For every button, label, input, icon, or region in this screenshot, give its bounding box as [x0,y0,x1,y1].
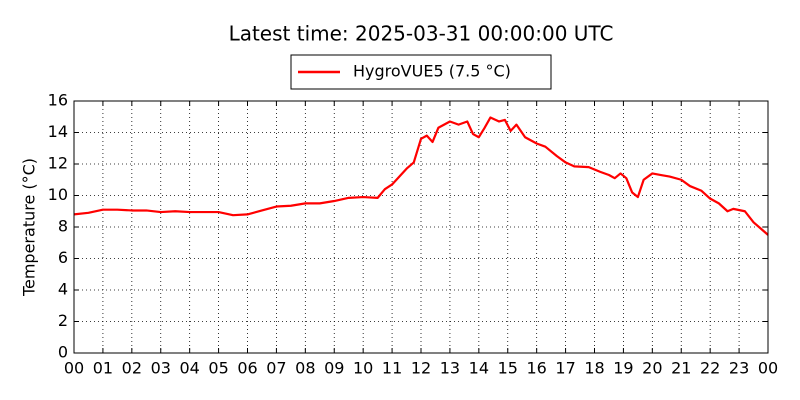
x-tick-label: 06 [237,359,257,378]
x-tick-label: 09 [324,359,344,378]
x-tick-label: 19 [613,359,633,378]
x-tick-label: 18 [584,359,604,378]
x-tick-label: 17 [555,359,575,378]
x-tick-label: 13 [440,359,460,378]
x-tick-label: 10 [353,359,373,378]
x-tick-label: 20 [642,359,662,378]
x-tick-label: 23 [729,359,749,378]
x-tick-label: 11 [382,359,402,378]
plot-frame [73,100,769,354]
y-tick-label: 12 [48,154,68,173]
y-tick-label: 4 [58,280,68,299]
legend-label: HygroVUE5 (7.5 °C) [353,62,511,81]
y-axis-label: Temperature (°C) [20,158,39,297]
y-tick-label: 14 [48,122,68,141]
x-tick-label: 21 [671,359,691,378]
chart-title: Latest time: 2025-03-31 00:00:00 UTC [229,22,614,46]
y-tick-label: 8 [58,217,68,236]
x-tick-label: 07 [266,359,286,378]
data-line [73,116,769,236]
x-tick-label: 03 [151,359,171,378]
x-tick-label: 04 [179,359,199,378]
x-tick-label: 15 [498,359,518,378]
x-tick-label: 05 [208,359,228,378]
y-tick-label: 2 [58,311,68,330]
x-tick-label: 08 [295,359,315,378]
x-tick-label: 14 [469,359,489,378]
x-tick-label: 00 [758,359,778,378]
y-tick-label: 10 [48,185,68,204]
y-tick-label: 6 [58,248,68,267]
x-tick-label: 01 [93,359,113,378]
y-tick-label: 0 [58,343,68,362]
x-tick-label: 16 [526,359,546,378]
x-tick-label: 22 [700,359,720,378]
x-tick-label: 12 [411,359,431,378]
x-tick-label: 00 [64,359,84,378]
y-tick-label: 16 [48,91,68,110]
x-tick-label: 02 [122,359,142,378]
